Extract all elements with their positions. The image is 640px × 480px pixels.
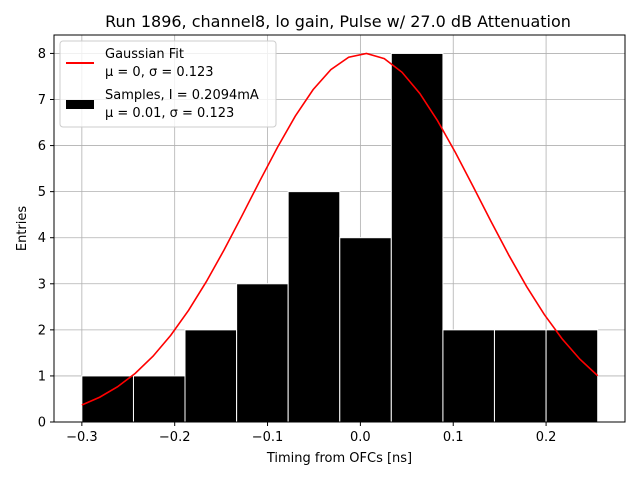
x-tick-label: −0.2: [159, 430, 191, 445]
x-tick-label: −0.3: [66, 430, 98, 445]
histogram-bar: [390, 52, 444, 423]
y-tick-label: 2: [38, 323, 46, 338]
y-tick-label: 1: [38, 369, 46, 384]
y-tick-label: 6: [38, 139, 46, 154]
x-axis-label: Timing from OFCs [ns]: [266, 451, 412, 466]
histogram-bar: [545, 329, 599, 423]
gaussian-fit-layer: [81, 52, 599, 406]
histogram-bar: [339, 237, 392, 423]
chart-title: Run 1896, channel8, lo gain, Pulse w/ 27…: [105, 12, 571, 31]
y-tick-label: 0: [38, 416, 46, 431]
histogram-bar: [132, 375, 186, 423]
legend-fit-stats: μ = 0, σ = 0.123: [105, 65, 214, 80]
x-axis-ticks: −0.3 −0.2 −0.1 0.0 0.1 0.2: [66, 422, 556, 445]
y-tick-label: 3: [38, 277, 46, 292]
y-tick-label: 5: [38, 185, 46, 200]
legend-samples-label: Samples, I = 0.2094mA: [105, 88, 259, 103]
legend-samples-stats: μ = 0.01, σ = 0.123: [105, 106, 234, 121]
x-tick-label: 0.1: [443, 430, 464, 445]
x-tick-label: −0.1: [252, 430, 284, 445]
legend: Gaussian Fit μ = 0, σ = 0.123 Samples, I…: [59, 40, 277, 128]
legend-box: [59, 40, 277, 128]
histogram-bars: [81, 52, 599, 423]
histogram-bar: [81, 375, 134, 423]
x-tick-label: 0.2: [536, 430, 557, 445]
legend-samples-swatch: [66, 100, 94, 109]
histogram-bar: [442, 329, 495, 423]
legend-fit-label: Gaussian Fit: [105, 47, 184, 62]
histogram-bar: [287, 191, 341, 423]
y-tick-label: 8: [38, 47, 46, 62]
gaussian-fit-line: [81, 52, 599, 406]
histogram-bar: [493, 329, 547, 423]
histogram-bar: [236, 283, 289, 423]
y-tick-label: 7: [38, 93, 46, 108]
y-axis-label: Entries: [15, 206, 30, 252]
x-tick-label: 0.0: [350, 430, 371, 445]
y-axis-ticks: 0 1 2 3 4 5 6 7 8: [38, 47, 54, 431]
y-tick-label: 4: [38, 231, 46, 246]
plot-frame: [53, 34, 626, 423]
histogram-bar: [184, 329, 238, 423]
